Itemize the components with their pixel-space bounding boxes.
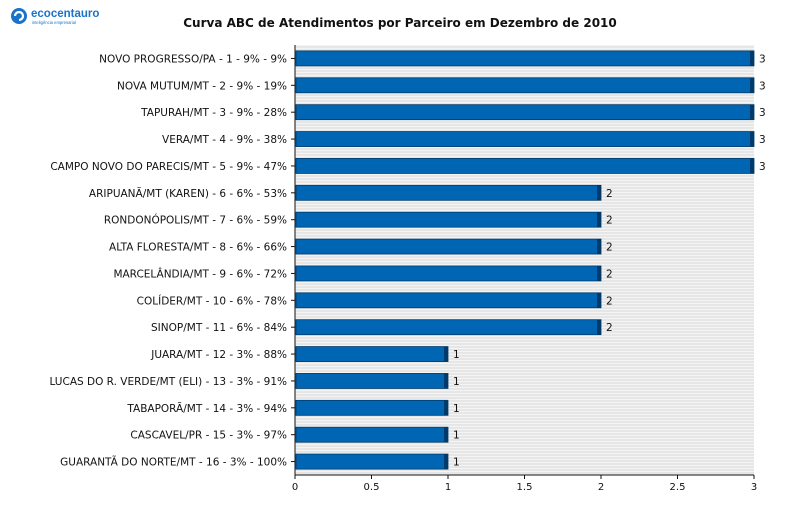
ecocentauro-logo: ecocentauro inteligência empresarial <box>11 8 99 25</box>
category-label: MARCELÂNDIA/MT - 9 - 6% - 72% <box>113 267 287 280</box>
logo-tagline: inteligência empresarial <box>32 20 76 25</box>
x-tick-label: 1.5 <box>517 482 533 493</box>
data-label: 1 <box>453 376 460 388</box>
bar-end-cap <box>597 212 601 228</box>
bar-end-cap <box>444 346 448 362</box>
data-label: 1 <box>453 349 460 361</box>
bar-end-cap <box>750 131 754 147</box>
category-label: ARIPUANÃ/MT (KAREN) - 6 - 6% - 53% <box>89 187 287 200</box>
category-label: GUARANTÃ DO NORTE/MT - 16 - 3% - 100% <box>60 456 287 469</box>
bar <box>295 104 755 121</box>
bar-end-cap <box>750 158 754 174</box>
data-label: 1 <box>453 403 460 415</box>
bar <box>295 131 755 147</box>
data-label: 3 <box>759 107 766 119</box>
bar <box>295 50 755 67</box>
data-label: 3 <box>759 80 766 92</box>
bar-end-cap <box>597 292 601 308</box>
chart-title: Curva ABC de Atendimentos por Parceiro e… <box>183 16 617 30</box>
category-label: NOVO PROGRESSO/PA - 1 - 9% - 9% <box>99 53 287 65</box>
bar <box>295 77 755 94</box>
bar <box>295 399 449 416</box>
x-tick-label: 2 <box>598 482 604 493</box>
data-label: 2 <box>606 268 613 280</box>
data-label: 3 <box>759 161 766 173</box>
bar-end-cap <box>750 50 754 66</box>
category-label: ALTA FLORESTA/MT - 8 - 6% - 66% <box>109 242 287 254</box>
bar <box>295 184 602 201</box>
category-label: JUARA/MT - 12 - 3% - 88% <box>150 349 287 361</box>
data-label: 1 <box>453 430 460 442</box>
bar-end-cap <box>597 185 601 201</box>
x-tick-label: 1 <box>445 482 451 493</box>
bar <box>295 426 449 443</box>
category-label: RONDONÓPOLIS/MT - 7 - 6% - 59% <box>104 214 287 227</box>
logo-name: ecocentauro <box>31 8 99 20</box>
x-tick-label: 3 <box>751 482 757 493</box>
category-label: COLÍDER/MT - 10 - 6% - 78% <box>137 294 287 307</box>
data-label: 2 <box>606 215 613 227</box>
data-label: 2 <box>606 322 613 334</box>
bar-end-cap <box>597 239 601 255</box>
bar <box>295 265 602 282</box>
data-label: 2 <box>606 295 613 307</box>
x-tick-label: 2.5 <box>670 482 686 493</box>
data-label: 2 <box>606 188 613 200</box>
x-tick-label: 0 <box>292 482 298 493</box>
bar <box>295 373 449 389</box>
category-label: CAMPO NOVO DO PARECIS/MT - 5 - 9% - 47% <box>50 161 287 173</box>
data-label: 3 <box>759 53 766 65</box>
bar-end-cap <box>444 454 448 470</box>
bar <box>295 346 449 362</box>
bar <box>295 453 449 470</box>
bar-end-cap <box>597 265 601 281</box>
bar-end-cap <box>750 104 754 120</box>
bar-end-cap <box>444 373 448 389</box>
category-label: TAPURAH/MT - 3 - 9% - 28% <box>140 107 287 119</box>
bar <box>295 211 602 228</box>
bar <box>295 292 602 309</box>
bar-end-cap <box>597 319 601 335</box>
data-label: 2 <box>606 242 613 254</box>
data-label: 1 <box>453 457 460 469</box>
category-label: CASCAVEL/PR - 15 - 3% - 97% <box>130 430 287 442</box>
bar-end-cap <box>444 400 448 416</box>
category-label: SINOP/MT - 11 - 6% - 84% <box>151 322 287 334</box>
bar-end-cap <box>444 427 448 443</box>
category-label: NOVA MUTUM/MT - 2 - 9% - 19% <box>117 80 287 92</box>
category-label: LUCAS DO R. VERDE/MT (ELI) - 13 - 3% - 9… <box>49 376 287 388</box>
x-tick-label: 0.5 <box>364 482 380 493</box>
bar <box>295 238 602 255</box>
category-label: VERA/MT - 4 - 9% - 38% <box>162 134 287 146</box>
data-label: 3 <box>759 134 766 146</box>
bar <box>295 158 755 174</box>
category-label: TABAPORÃ/MT - 14 - 3% - 94% <box>126 402 287 415</box>
bar-end-cap <box>750 77 754 93</box>
bar <box>295 319 602 336</box>
